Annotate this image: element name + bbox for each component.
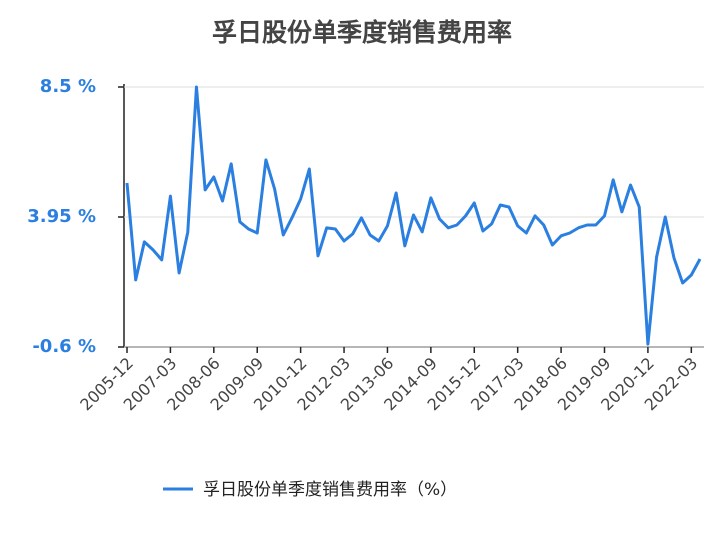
y-tick-label: 3.95 % <box>27 206 96 227</box>
legend-label: 孚日股份单季度销售费用率（%） <box>203 480 457 500</box>
line-series <box>125 85 702 346</box>
y-tick-label: -0.6 % <box>32 336 96 357</box>
chart-title: 孚日股份单季度销售费用率 <box>212 18 512 47</box>
y-tick-label: 8.5 % <box>40 76 96 97</box>
